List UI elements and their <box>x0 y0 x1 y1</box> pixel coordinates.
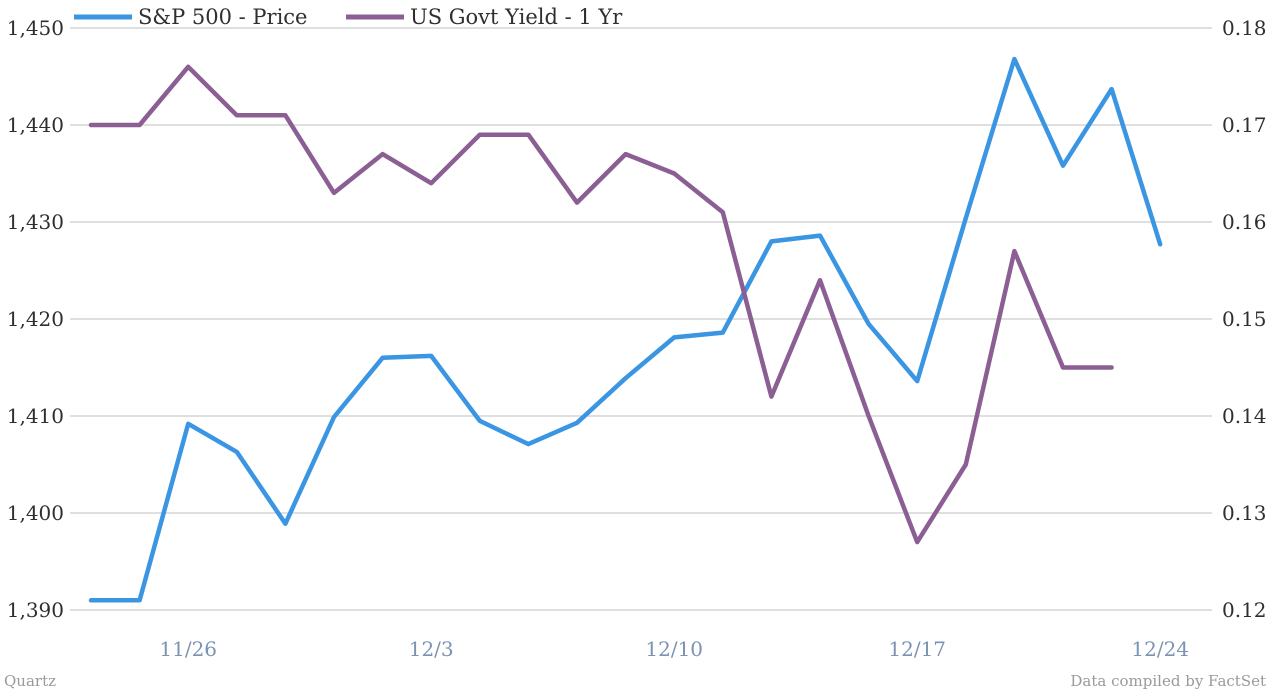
us-govt-yield-line <box>88 64 1114 545</box>
y-left-tick-label: 1,400 <box>7 501 64 525</box>
y-left-tick-label: 1,420 <box>7 307 64 331</box>
x-tick-label: 12/24 <box>1131 637 1189 661</box>
sp500-price-line <box>88 56 1163 603</box>
x-tick-label: 11/26 <box>159 637 217 661</box>
source-left-text: Quartz <box>4 672 56 690</box>
y-left-tick-label: 1,390 <box>7 598 64 622</box>
y-left-tick-label: 1,410 <box>7 404 64 428</box>
y-right-tick-label: 0.16 <box>1222 210 1267 234</box>
y-left-tick-label: 1,430 <box>7 210 64 234</box>
y-right-tick-label: 0.14 <box>1222 404 1267 428</box>
legend-label: S&P 500 - Price <box>138 5 308 29</box>
x-axis-ticks: 11/26 12/3 12/10 12/17 12/24 <box>159 637 1189 661</box>
y-left-tick-label: 1,450 <box>7 16 64 40</box>
left-axis-ticks: 1,390 1,400 1,410 1,420 1,430 1,440 1,450 <box>7 16 64 622</box>
y-left-tick-label: 1,440 <box>7 113 64 137</box>
y-right-tick-label: 0.18 <box>1222 16 1267 40</box>
x-tick-label: 12/3 <box>409 637 454 661</box>
series-lines <box>88 56 1163 603</box>
right-axis-ticks: 0.12 0.13 0.14 0.15 0.16 0.17 0.18 <box>1222 16 1267 622</box>
footer: Quartz Data compiled by FactSet <box>4 672 1266 690</box>
y-right-tick-label: 0.17 <box>1222 113 1267 137</box>
y-right-tick-label: 0.12 <box>1222 598 1267 622</box>
source-right-text: Data compiled by FactSet <box>1070 672 1266 690</box>
legend-label: US Govt Yield - 1 Yr <box>410 5 623 29</box>
x-tick-label: 12/17 <box>888 637 946 661</box>
grid-lines <box>70 27 1212 611</box>
y-right-tick-label: 0.13 <box>1222 501 1267 525</box>
legend: S&P 500 - Price US Govt Yield - 1 Yr <box>74 5 623 29</box>
y-right-tick-label: 0.15 <box>1222 307 1267 331</box>
x-tick-label: 12/10 <box>645 637 703 661</box>
